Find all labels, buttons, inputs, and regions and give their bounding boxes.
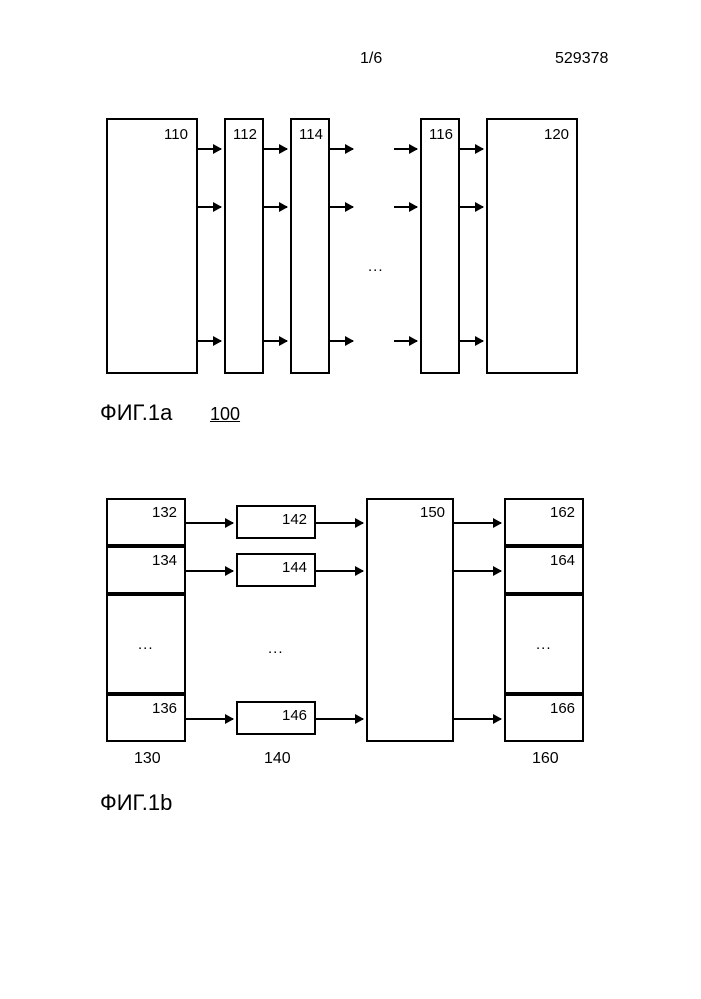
box-146: 146 xyxy=(236,701,316,735)
label-146: 146 xyxy=(282,707,307,724)
col-label-130: 130 xyxy=(134,750,161,768)
arrow xyxy=(198,206,221,208)
arrow xyxy=(460,340,483,342)
arrow xyxy=(264,148,287,150)
arrow xyxy=(454,718,501,720)
box-114: 114 xyxy=(290,118,330,374)
label-144: 144 xyxy=(282,559,307,576)
label-164: 164 xyxy=(550,552,575,569)
arrow xyxy=(394,340,417,342)
arrow xyxy=(264,206,287,208)
doc-number: 529378 xyxy=(555,50,608,68)
ellipsis-130: ... xyxy=(138,636,154,653)
box-112: 112 xyxy=(224,118,264,374)
subref-100: 100 xyxy=(210,404,240,425)
col-label-140: 140 xyxy=(264,750,291,768)
arrow xyxy=(330,148,353,150)
arrow xyxy=(394,206,417,208)
box-120: 120 xyxy=(486,118,578,374)
box-132: 132 xyxy=(106,498,186,546)
box-150: 150 xyxy=(366,498,454,742)
label-132: 132 xyxy=(152,504,177,521)
caption-fig-1b: ФИГ.1b xyxy=(100,790,172,816)
arrow xyxy=(316,718,363,720)
box-136: 136 xyxy=(106,694,186,742)
arrow xyxy=(460,148,483,150)
arrow xyxy=(198,148,221,150)
label-136: 136 xyxy=(152,700,177,717)
arrow xyxy=(186,718,233,720)
arrow xyxy=(316,570,363,572)
box-164: 164 xyxy=(504,546,584,594)
box-116: 116 xyxy=(420,118,460,374)
box-160-ellipsis: ... xyxy=(504,594,584,694)
caption-fig-1a: ФИГ.1a xyxy=(100,400,172,426)
label-116: 116 xyxy=(429,126,453,143)
box-162: 162 xyxy=(504,498,584,546)
label-150: 150 xyxy=(420,504,445,521)
box-142: 142 xyxy=(236,505,316,539)
box-110: 110 xyxy=(106,118,198,374)
label-112: 112 xyxy=(233,126,257,143)
ellipsis-160: ... xyxy=(536,636,552,653)
col-label-160: 160 xyxy=(532,750,559,768)
arrow xyxy=(316,522,363,524)
page-root: 1/6 529378 110 112 114 116 120 ... ФИГ.1… xyxy=(0,0,701,999)
label-166: 166 xyxy=(550,700,575,717)
label-142: 142 xyxy=(282,511,307,528)
arrow xyxy=(454,522,501,524)
arrow xyxy=(186,570,233,572)
label-134: 134 xyxy=(152,552,177,569)
box-144: 144 xyxy=(236,553,316,587)
arrow xyxy=(198,340,221,342)
arrow xyxy=(394,148,417,150)
box-134: 134 xyxy=(106,546,186,594)
arrow xyxy=(454,570,501,572)
box-130-ellipsis: ... xyxy=(106,594,186,694)
label-110: 110 xyxy=(164,126,188,143)
arrow xyxy=(330,340,353,342)
arrow xyxy=(330,206,353,208)
arrow xyxy=(264,340,287,342)
box-166: 166 xyxy=(504,694,584,742)
ellipsis-140: ... xyxy=(268,640,284,657)
label-162: 162 xyxy=(550,504,575,521)
label-120: 120 xyxy=(544,126,569,143)
label-114: 114 xyxy=(299,126,323,143)
page-index: 1/6 xyxy=(360,50,382,68)
ellipsis-fig-a: ... xyxy=(368,258,384,275)
arrow xyxy=(460,206,483,208)
arrow xyxy=(186,522,233,524)
